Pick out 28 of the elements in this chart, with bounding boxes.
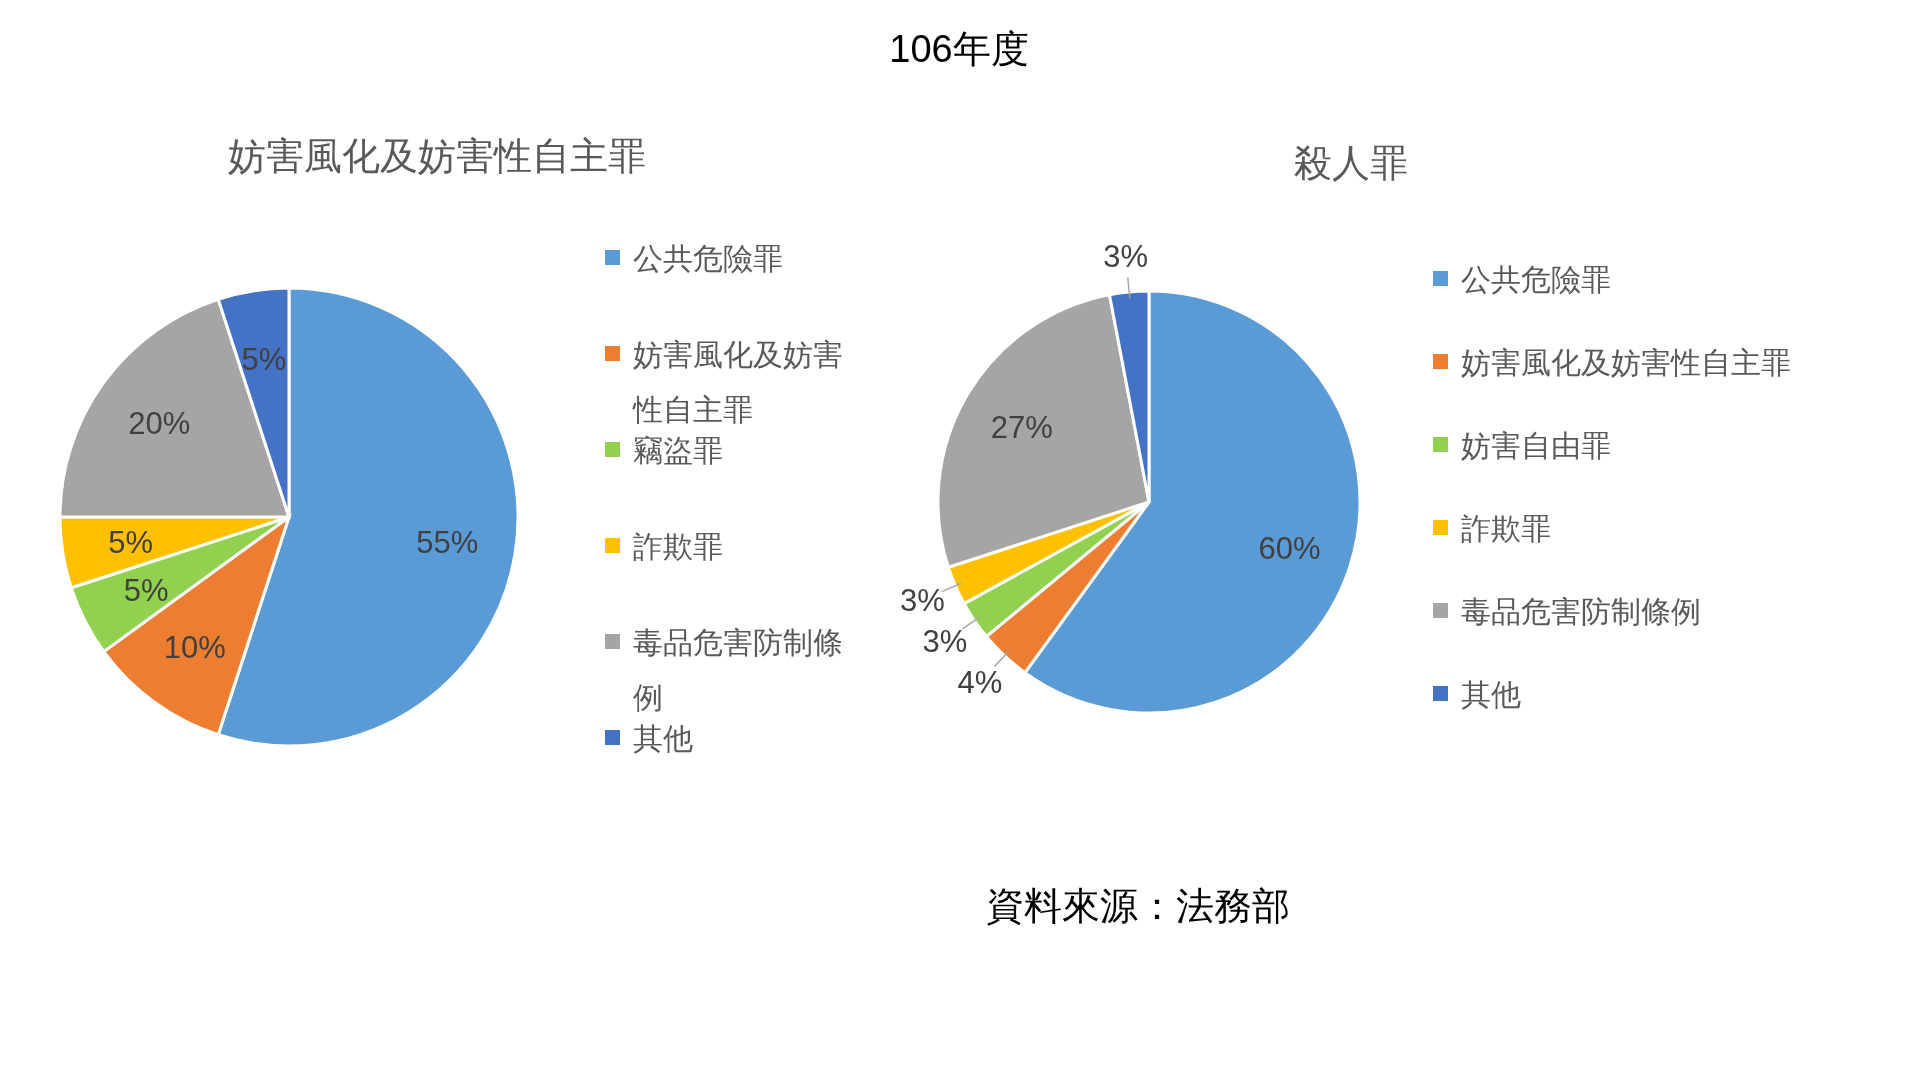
source-note: 資料來源：法務部 — [986, 885, 1290, 927]
data-label: 5% — [108, 525, 154, 561]
chart-title: 妨害風化及妨害性自主罪 — [228, 135, 646, 177]
data-label: 3% — [922, 623, 968, 659]
data-label: 3% — [900, 583, 945, 619]
data-label: 60% — [1258, 530, 1321, 566]
legend-label: 公共危險罪 — [633, 242, 783, 275]
legend-label: 詐欺罪 — [633, 530, 723, 563]
data-label: 3% — [1103, 239, 1149, 275]
chart-title: 殺人罪 — [1294, 142, 1408, 184]
data-label: 5% — [241, 341, 287, 377]
data-label: 55% — [416, 525, 479, 561]
legend-label: 妨害風化及妨害性自主罪 — [632, 338, 843, 426]
text: 106年度 — [889, 28, 1029, 70]
data-label: 27% — [990, 409, 1053, 445]
data-label: 10% — [163, 629, 226, 665]
legend-label: 其他 — [633, 722, 693, 755]
data-label: 5% — [123, 572, 169, 608]
legend-label: 詐欺罪 — [1461, 512, 1551, 545]
legend-label: 竊盜罪 — [633, 434, 723, 467]
legend-label: 公共危險罪 — [1461, 263, 1611, 296]
data-label: 4% — [957, 664, 1003, 700]
legend-label: 毒品危害防制條例 — [633, 626, 843, 714]
legend-label: 妨害自由罪 — [1461, 429, 1611, 462]
legend-label: 毒品危害防制條例 — [1461, 595, 1701, 628]
legend-label: 其他 — [1461, 678, 1521, 711]
data-label: 20% — [128, 405, 191, 441]
legend-label: 妨害風化及妨害性自主罪 — [1461, 346, 1791, 379]
